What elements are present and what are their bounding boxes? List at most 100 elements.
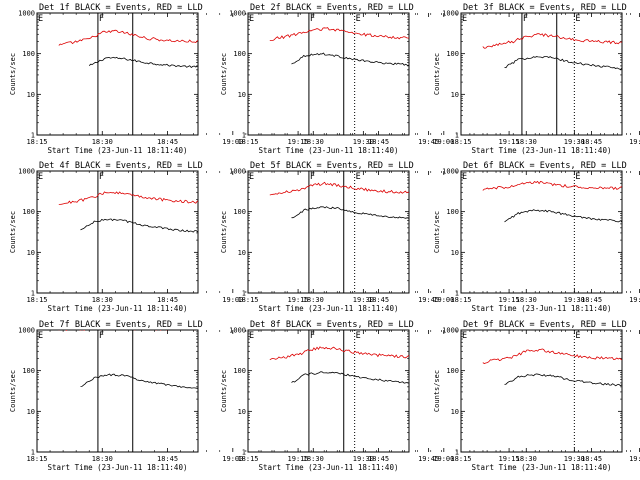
x-tick-label: 19:30 xyxy=(353,138,374,146)
series-lld-line xyxy=(482,33,622,49)
plot-frame xyxy=(36,329,199,453)
y-tick-label: 1000 xyxy=(18,327,35,335)
marker-letter-f: F xyxy=(310,14,315,24)
plot-frame xyxy=(460,170,623,294)
x-tick-label: 18:15 xyxy=(26,138,47,146)
marker-letter-left: E xyxy=(462,172,467,182)
series-events-line xyxy=(80,373,198,389)
panel-6: Det 6f BLACK = Events, RED = LLD 1 10 100 10… xyxy=(433,161,632,313)
x-tick-label: 18:30 xyxy=(92,138,113,146)
y-tick-label: 1 xyxy=(455,290,459,298)
panel-title: Det 7f BLACK = Events, RED = LLD xyxy=(39,320,203,330)
x-axis-label: Start Time (23-Jun-11 18:11:40) xyxy=(472,146,612,155)
panel-title: Det 3f BLACK = Events, RED = LLD xyxy=(463,3,627,13)
marker-letter-left: E xyxy=(38,14,43,24)
plot-frame xyxy=(36,12,199,136)
y-tick-label: 100 xyxy=(446,50,459,58)
x-tick-label: 18:15 xyxy=(26,455,47,463)
plot-frame xyxy=(460,12,623,136)
x-tick-label: 18:30 xyxy=(516,296,537,304)
x-tick-label: 19:15 xyxy=(499,296,520,304)
x-tick-label: 18:45 xyxy=(368,138,389,146)
x-axis-label: Start Time (23-Jun-11 18:11:40) xyxy=(259,304,399,313)
x-tick-label: 18:45 xyxy=(368,455,389,463)
y-tick-label: 1000 xyxy=(18,168,35,176)
panel-7: Det 7f BLACK = Events, RED = LLD 1 10 100 10… xyxy=(9,320,442,472)
marker-letter-f: F xyxy=(310,172,315,182)
marker-letter-f: F xyxy=(310,331,315,341)
y-tick-label: 100 xyxy=(22,367,35,375)
x-tick-label: 18:30 xyxy=(92,296,113,304)
y-tick-label: 1000 xyxy=(229,10,246,18)
x-tick-label: 19:15 xyxy=(288,296,309,304)
y-tick-label: 1000 xyxy=(442,327,459,335)
panel-title: Det 9f BLACK = Events, RED = LLD xyxy=(463,320,627,330)
panel-1: Det 1f BLACK = Events, RED = LLD 1 10 100 10… xyxy=(9,3,442,155)
y-tick-label: 100 xyxy=(233,50,246,58)
plot-frame xyxy=(460,329,623,453)
x-axis-label: Start Time (23-Jun-11 18:11:40) xyxy=(48,146,188,155)
series-events-line xyxy=(291,52,409,66)
panel-title: Det 1f BLACK = Events, RED = LLD xyxy=(39,3,203,13)
series-events-line xyxy=(504,56,622,70)
panel-2: Det 2f BLACK = Events, RED = LLD 1 10 100 10… xyxy=(220,3,640,155)
y-tick-label: 1 xyxy=(31,132,35,140)
x-tick-label: 18:15 xyxy=(237,138,258,146)
y-tick-label: 1000 xyxy=(442,10,459,18)
series-events-line xyxy=(504,209,622,223)
series-events-line xyxy=(504,373,622,387)
panel-title: Det 8f BLACK = Events, RED = LLD xyxy=(250,320,414,330)
plot-frame xyxy=(247,12,410,136)
panel-4: Det 4f BLACK = Events, RED = LLD 1 10 100 10… xyxy=(9,161,442,313)
x-tick-label: 19:00 xyxy=(433,296,454,304)
y-axis-label: Counts/sec xyxy=(9,211,17,253)
x-tick-label: 19:30 xyxy=(564,455,585,463)
x-tick-label: 18:45 xyxy=(368,296,389,304)
x-tick-label: 19:30 xyxy=(564,138,585,146)
panel-title: Det 4f BLACK = Events, RED = LLD xyxy=(39,161,203,171)
plot-frame xyxy=(247,329,410,453)
x-axis-label: Start Time (23-Jun-11 18:11:40) xyxy=(259,463,399,472)
x-tick-label: 18:15 xyxy=(450,296,471,304)
y-tick-label: 1 xyxy=(455,132,459,140)
marker-letter-f: F xyxy=(99,172,104,182)
y-tick-label: 1000 xyxy=(18,10,35,18)
series-events-line xyxy=(291,371,409,384)
x-tick-label: 18:45 xyxy=(581,296,602,304)
y-tick-label: 10 xyxy=(27,91,35,99)
series-lld-line xyxy=(58,29,198,46)
x-tick-label: 18:15 xyxy=(237,455,258,463)
plot-frame xyxy=(36,170,199,294)
y-tick-label: 100 xyxy=(233,208,246,216)
panel-8: Det 8f BLACK = Events, RED = LLD 1 10 100 10… xyxy=(220,320,640,472)
x-tick-label: 19:30 xyxy=(353,455,374,463)
y-tick-label: 10 xyxy=(238,408,246,416)
y-axis-label: Counts/sec xyxy=(9,370,17,412)
x-tick-label: 19:45 xyxy=(629,296,640,304)
x-tick-label: 18:45 xyxy=(157,138,178,146)
x-tick-label: 18:30 xyxy=(516,138,537,146)
y-axis-label: Counts/sec xyxy=(220,211,228,253)
marker-letter-left: E xyxy=(462,331,467,341)
y-tick-label: 1 xyxy=(242,449,246,457)
marker-letter-left: E xyxy=(38,172,43,182)
y-tick-label: 1 xyxy=(455,449,459,457)
x-tick-label: 19:30 xyxy=(353,296,374,304)
marker-letter-left: E xyxy=(249,172,254,182)
marker-letter-f: F xyxy=(523,14,528,24)
y-tick-label: 100 xyxy=(22,50,35,58)
series-lld-line xyxy=(58,191,198,205)
series-events-line xyxy=(291,206,409,219)
y-tick-label: 10 xyxy=(27,249,35,257)
x-tick-label: 19:00 xyxy=(222,138,243,146)
x-tick-label: 19:45 xyxy=(418,296,439,304)
x-axis-label: Start Time (23-Jun-11 18:11:40) xyxy=(48,304,188,313)
x-tick-label: 19:00 xyxy=(433,138,454,146)
y-tick-label: 10 xyxy=(238,249,246,257)
x-tick-label: 19:15 xyxy=(499,455,520,463)
x-tick-label: 19:45 xyxy=(418,455,439,463)
x-tick-label: 18:30 xyxy=(516,455,537,463)
y-axis-label: Counts/sec xyxy=(220,370,228,412)
series-lld-line xyxy=(269,346,409,361)
y-tick-label: 10 xyxy=(451,91,459,99)
